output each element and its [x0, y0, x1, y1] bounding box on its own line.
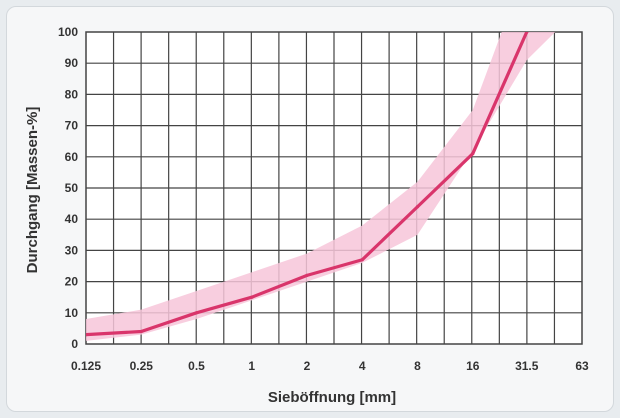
tolerance-band-area: [86, 32, 556, 341]
y-tick-labels: 0 10 20 30 40 50 60 70 80 90 100: [58, 25, 78, 351]
x-tick-label: 2: [304, 359, 311, 373]
x-tick-label: 0.5: [188, 359, 205, 373]
x-tick-label: 0.125: [71, 359, 101, 373]
x-axis-title: Sieböffnung [mm]: [268, 389, 396, 406]
y-tick-label: 40: [65, 212, 79, 226]
x-tick-label: 1: [248, 359, 255, 373]
series-point: [360, 258, 364, 262]
y-tick-label: 20: [65, 275, 79, 289]
x-tick-label: 4: [359, 359, 366, 373]
y-tick-label: 10: [65, 306, 79, 320]
x-tick-label: 0.25: [130, 359, 154, 373]
y-tick-label: 30: [65, 243, 79, 257]
series-point: [525, 32, 529, 34]
y-tick-label: 100: [58, 25, 78, 39]
series-point: [415, 205, 420, 209]
y-axis-title: Durchgang [Massen-%]: [24, 107, 41, 274]
series-layer: [86, 32, 529, 337]
x-tick-labels: 0.125 0.25 0.5 1 2 4 8 16 31.5 63: [71, 359, 589, 373]
x-tick-label: 8: [414, 359, 421, 373]
series-point: [139, 329, 143, 334]
y-tick-label: 70: [65, 119, 79, 133]
series-point: [471, 152, 475, 156]
y-tick-label: 0: [71, 337, 78, 351]
y-tick-label: 90: [65, 56, 79, 70]
x-tick-label: 31.5: [515, 359, 539, 373]
series-point: [250, 295, 254, 299]
x-tick-label: 16: [466, 359, 480, 373]
y-tick-label: 50: [65, 181, 79, 195]
series-point: [305, 273, 309, 277]
series-point: [194, 311, 199, 315]
x-tick-label: 63: [575, 359, 589, 373]
y-tick-label: 60: [65, 150, 79, 164]
tolerance-band: [86, 32, 556, 341]
series-point: [86, 333, 88, 337]
y-tick-label: 80: [65, 87, 79, 101]
